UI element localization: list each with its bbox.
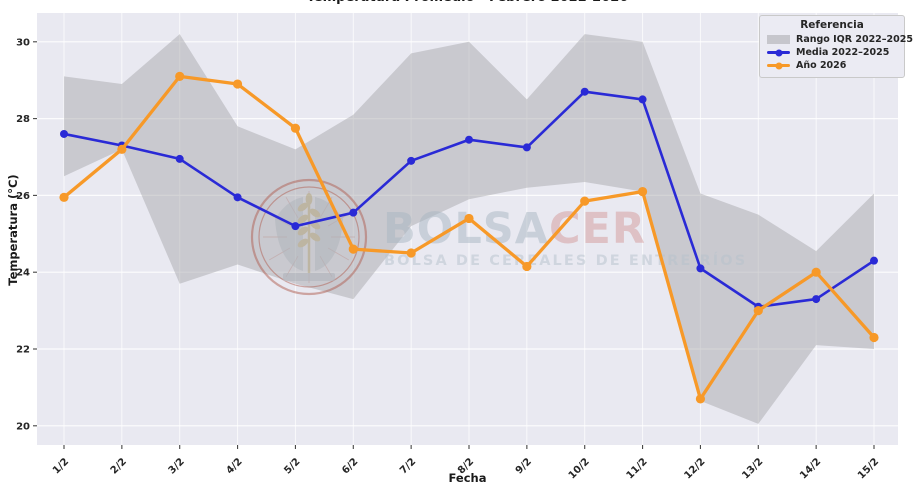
wheat-grain bbox=[297, 238, 309, 248]
wheat-grain bbox=[297, 226, 309, 236]
ano-2026-marker bbox=[695, 394, 706, 404]
logo-banner bbox=[283, 273, 335, 281]
legend-item-iqr-band: Rango IQR 2022–2025 bbox=[767, 33, 913, 46]
media-marker bbox=[696, 264, 705, 273]
watermark-brand: BOLSACER bbox=[383, 204, 646, 254]
legend-label: Año 2026 bbox=[796, 60, 847, 71]
media-marker bbox=[407, 156, 416, 165]
y-tick-label: 20 bbox=[16, 421, 30, 432]
y-tick-label: 28 bbox=[16, 114, 30, 125]
ano-2026-marker bbox=[348, 244, 358, 254]
legend: Referencia Rango IQR 2022–2025 Media 202… bbox=[759, 15, 913, 78]
media-marker bbox=[233, 193, 242, 202]
wheat-grain bbox=[297, 214, 309, 224]
wheat-grain bbox=[309, 232, 321, 242]
ano-2026-line-swatch bbox=[767, 62, 790, 69]
ano-2026-marker bbox=[811, 267, 821, 277]
media-marker bbox=[638, 95, 647, 104]
y-tick-label: 30 bbox=[16, 37, 30, 48]
iqr-band-swatch bbox=[767, 35, 790, 44]
iqr-band bbox=[64, 34, 874, 424]
y-tick-label: 22 bbox=[16, 345, 30, 356]
media-marker bbox=[60, 129, 68, 138]
media-marker bbox=[812, 295, 821, 304]
ano-2026-marker bbox=[59, 192, 69, 202]
legend-item-ano-2026: Año 2026 bbox=[767, 59, 897, 72]
media-marker bbox=[870, 256, 878, 265]
ano-2026-marker bbox=[232, 79, 243, 89]
ano-2026-marker bbox=[464, 213, 474, 224]
y-axis-label: Temperatura (°C) bbox=[6, 174, 20, 286]
media-marker bbox=[175, 154, 184, 163]
ano-2026-marker bbox=[753, 306, 763, 316]
ano-2026-marker bbox=[522, 261, 532, 272]
ano-2026-marker bbox=[869, 332, 879, 343]
legend-item-media: Media 2022–2025 bbox=[767, 46, 897, 59]
wheat-grain bbox=[309, 208, 321, 218]
wheat-grain bbox=[297, 202, 309, 212]
ano-2026-marker bbox=[175, 71, 185, 81]
media-marker bbox=[349, 208, 358, 217]
x-axis-label: Fecha bbox=[448, 471, 487, 485]
legend-label: Rango IQR 2022–2025 bbox=[796, 34, 913, 45]
wheat-tip bbox=[305, 193, 313, 205]
media-line-swatch bbox=[767, 49, 790, 56]
y-tick-label: 26 bbox=[16, 191, 30, 202]
ano-2026-marker bbox=[406, 248, 416, 258]
ano-2026-marker bbox=[580, 196, 590, 206]
media-marker bbox=[580, 87, 589, 96]
ano-2026-marker bbox=[637, 186, 648, 197]
chart-title: Temperatura Promedio - Febrero 2022-2026 bbox=[37, 0, 898, 5]
watermark-logo bbox=[250, 178, 368, 296]
y-tick-label: 24 bbox=[16, 268, 30, 279]
logo-left-shape bbox=[275, 197, 303, 271]
ano-2026-marker bbox=[117, 144, 127, 154]
legend-label: Media 2022–2025 bbox=[796, 47, 890, 58]
media-marker bbox=[522, 143, 531, 152]
media-marker bbox=[465, 135, 473, 144]
watermark-subtitle: BOLSA DE CEREALES DE ENTRE RÍOS bbox=[384, 252, 747, 269]
legend-title: Referencia bbox=[800, 19, 864, 31]
media-marker bbox=[291, 222, 300, 231]
ano-2026-marker bbox=[290, 123, 301, 133]
